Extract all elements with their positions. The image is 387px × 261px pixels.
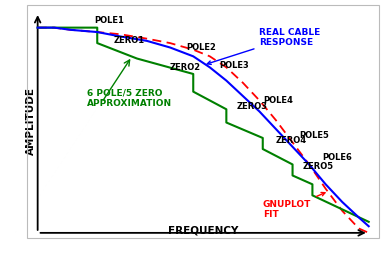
Text: POLE2: POLE2: [187, 43, 216, 52]
Text: POLE5: POLE5: [299, 131, 329, 140]
Text: POLE1: POLE1: [94, 16, 124, 25]
Text: ZERO4: ZERO4: [276, 136, 307, 145]
Text: GNUPLOT
FIT: GNUPLOT FIT: [263, 192, 325, 219]
Text: POLE4: POLE4: [263, 96, 293, 105]
Text: POLE6: POLE6: [322, 153, 352, 162]
Text: ZERO3: ZERO3: [236, 103, 267, 111]
Text: ZERO1: ZERO1: [114, 36, 145, 45]
Text: 6 POLE/5 ZERO
APPROXIMATION: 6 POLE/5 ZERO APPROXIMATION: [87, 88, 173, 108]
Text: ZERO5: ZERO5: [303, 162, 334, 171]
Text: AMPLITUDE: AMPLITUDE: [26, 87, 36, 155]
Text: ZERO2: ZERO2: [170, 63, 201, 72]
Text: REAL CABLE
RESPONSE: REAL CABLE RESPONSE: [207, 28, 321, 64]
Text: POLE3: POLE3: [220, 61, 250, 70]
Text: FREQUENCY: FREQUENCY: [168, 225, 238, 235]
